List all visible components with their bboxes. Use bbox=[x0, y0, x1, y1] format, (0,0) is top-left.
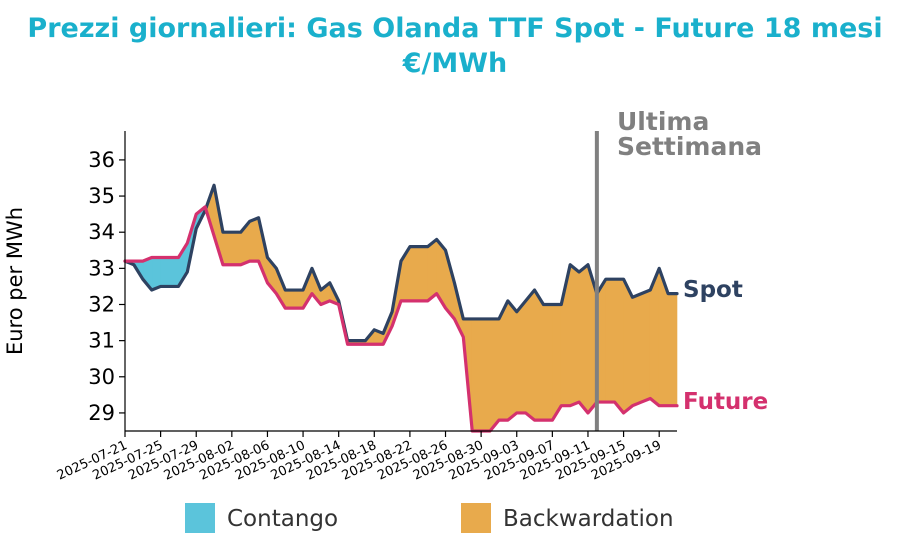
legend-swatch-backwardation bbox=[461, 503, 491, 533]
backwardation-area bbox=[623, 279, 633, 414]
backwardation-area bbox=[632, 293, 642, 407]
annotations: Ultima Settimana Spot Future bbox=[617, 107, 768, 415]
y-tick-label: 29 bbox=[88, 401, 115, 425]
contango-area bbox=[151, 257, 161, 291]
legend: Contango Backwardation bbox=[185, 503, 674, 533]
backwardation-area bbox=[471, 318, 482, 432]
y-tick-label: 35 bbox=[88, 184, 115, 208]
backwardation-area bbox=[293, 289, 304, 309]
legend-label-backwardation: Backwardation bbox=[503, 506, 674, 532]
backwardation-area bbox=[552, 304, 562, 422]
y-tick-label: 36 bbox=[88, 148, 115, 172]
backwardation-area bbox=[249, 217, 259, 262]
series-line-future bbox=[123, 205, 679, 433]
backwardation-area bbox=[667, 293, 678, 406]
future-end-label: Future bbox=[683, 389, 768, 415]
backwardation-area bbox=[489, 318, 500, 432]
last-week-label-line2: Settimana bbox=[617, 132, 762, 161]
series-line-spot bbox=[123, 183, 679, 343]
last-week-label-line1: Ultima bbox=[617, 107, 709, 136]
y-axis-label: Euro per MWh bbox=[3, 207, 27, 355]
backwardation-area bbox=[427, 238, 437, 302]
spot-end-label: Spot bbox=[683, 277, 743, 303]
backwardation-area bbox=[231, 231, 242, 266]
contango-area bbox=[169, 257, 179, 287]
y-tick-label: 32 bbox=[88, 292, 115, 316]
backwardation-area bbox=[480, 318, 491, 432]
backwardation-area bbox=[614, 278, 624, 414]
backwardation-area bbox=[409, 246, 420, 302]
backwardation-area bbox=[516, 300, 526, 414]
backwardation-area bbox=[569, 264, 580, 407]
backwardation-area bbox=[507, 300, 518, 421]
legend-label-contango: Contango bbox=[227, 506, 338, 532]
y-tick-label: 30 bbox=[88, 365, 115, 389]
series-lines bbox=[123, 131, 679, 433]
backwardation-area bbox=[578, 264, 589, 414]
backwardation-area bbox=[222, 231, 233, 266]
backwardation-area bbox=[418, 246, 429, 302]
backwardation-area bbox=[543, 304, 553, 421]
chart-subtitle: €/MWh bbox=[402, 48, 508, 79]
y-tick-label: 34 bbox=[88, 220, 115, 244]
legend-swatch-contango bbox=[185, 503, 215, 533]
fill-areas bbox=[124, 185, 678, 432]
backwardation-area bbox=[284, 289, 295, 309]
backwardation-area bbox=[525, 289, 535, 421]
backwardation-area bbox=[605, 278, 615, 403]
backwardation-area bbox=[641, 289, 651, 403]
y-tick-label: 33 bbox=[88, 256, 115, 280]
backwardation-area bbox=[534, 288, 544, 421]
contango-area bbox=[160, 257, 170, 287]
chart-title: Prezzi giornalieri: Gas Olanda TTF Spot … bbox=[27, 13, 882, 44]
y-tick-label: 31 bbox=[88, 329, 115, 353]
